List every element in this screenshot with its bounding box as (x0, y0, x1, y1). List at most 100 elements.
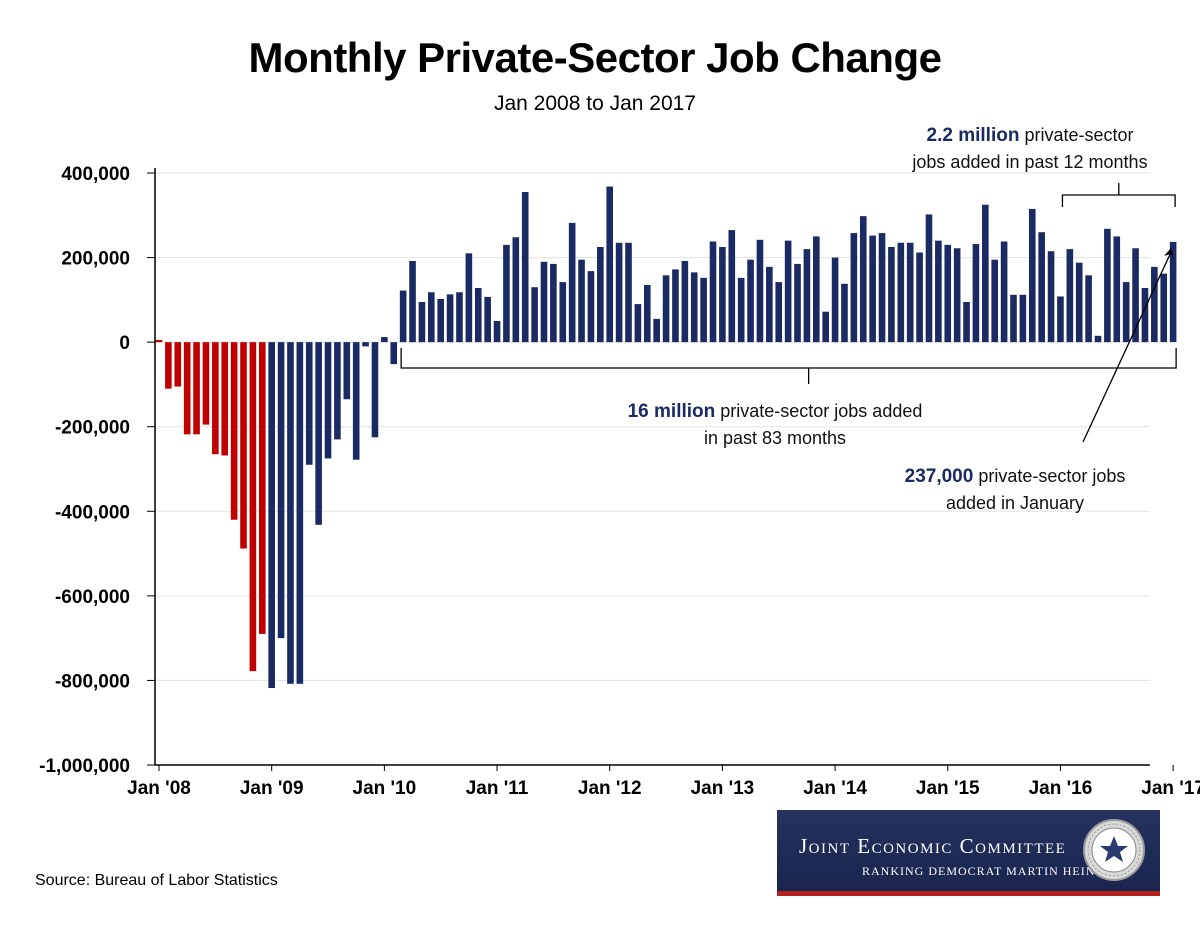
bar (1113, 236, 1121, 343)
bar (474, 288, 482, 343)
bar (756, 239, 764, 343)
source-note: Source: Bureau of Labor Statistics (35, 872, 278, 889)
bar (202, 342, 210, 425)
x-tick-label: Jan '17 (1141, 778, 1200, 799)
bar (390, 342, 398, 365)
annotation-12-months-bold: 2.2 million (926, 125, 1020, 146)
bar (869, 235, 876, 343)
axes: 400,000 200,000 0 -200,000 -400,000 -600,000 -… (39, 164, 1200, 799)
bar (165, 342, 172, 389)
bar (446, 294, 454, 343)
bar (212, 342, 219, 455)
bar (287, 342, 294, 684)
bar (643, 285, 651, 343)
arrowhead-january (1164, 247, 1175, 261)
bar (221, 342, 229, 456)
bar (531, 287, 538, 343)
bar (794, 263, 801, 343)
bar (343, 342, 351, 400)
annotation-january-bold: 237,000 (904, 466, 974, 487)
bar (277, 342, 285, 639)
bar (456, 292, 463, 343)
bracket-12-months (1061, 183, 1176, 207)
bar (775, 282, 783, 343)
x-tick-label: Jan '14 (803, 778, 867, 799)
bar (850, 233, 858, 343)
y-tick-label: -200,000 (55, 418, 130, 439)
bar (437, 299, 444, 343)
y-tick-label: -1,000,000 (39, 756, 130, 777)
y-tick-label: 0 (119, 333, 130, 354)
bar (737, 277, 745, 343)
bar (662, 275, 670, 343)
bar (240, 342, 247, 549)
annotation-brackets (400, 183, 1177, 443)
bracket-83-months (400, 348, 1177, 384)
bar (484, 296, 491, 343)
bar (1038, 232, 1045, 343)
bar (1010, 294, 1017, 343)
bar (268, 342, 275, 689)
annotation-83-months-bold: 16 million (627, 401, 716, 422)
bar (1132, 248, 1139, 343)
bar (963, 301, 970, 343)
x-tick-label: Jan '09 (240, 778, 304, 799)
bar (653, 318, 660, 343)
annotation-83-months-line1: private-sector jobs added (715, 401, 923, 421)
y-tick-label: -800,000 (55, 671, 130, 692)
arrow-january (1082, 251, 1172, 443)
bar (859, 216, 867, 343)
x-tick-label: Jan '16 (1029, 778, 1093, 799)
bar (813, 236, 820, 343)
bar (766, 266, 773, 343)
bar (822, 311, 829, 343)
bar (690, 272, 698, 343)
bar (709, 241, 717, 343)
annotation-12-months-line1: private-sector (1019, 125, 1134, 145)
x-tick-label: Jan '10 (353, 778, 417, 799)
bar (183, 342, 191, 435)
bar (719, 247, 726, 343)
chart-subtitle: Jan 2008 to Jan 2017 (493, 92, 696, 115)
bar (428, 292, 435, 343)
bar (1057, 296, 1064, 343)
bar (324, 342, 332, 459)
bar (953, 248, 961, 343)
x-tick-label: Jan '11 (466, 778, 529, 799)
bar (897, 242, 905, 343)
bar (315, 342, 322, 525)
bar (559, 282, 567, 343)
bar (831, 257, 839, 343)
bar (1094, 335, 1102, 343)
bar (1169, 241, 1177, 343)
bar (193, 342, 200, 435)
x-tick-label: Jan '12 (578, 778, 642, 799)
bar (991, 259, 999, 343)
bar (1122, 282, 1130, 343)
y-tick-label: 200,000 (61, 249, 130, 270)
bar (381, 337, 388, 343)
bar (258, 342, 266, 634)
bar (944, 244, 952, 343)
bar (521, 192, 529, 343)
y-tick-label: 400,000 (61, 164, 130, 185)
bar (1075, 262, 1083, 343)
bar (230, 342, 238, 520)
bar (615, 242, 623, 343)
bar (493, 321, 501, 343)
y-tick-label: -400,000 (55, 502, 130, 523)
bar (672, 269, 679, 343)
bar (888, 247, 895, 343)
bar (1085, 275, 1092, 343)
logo-title: Joint Economic Committee (799, 834, 1067, 858)
bar (155, 340, 163, 343)
bar (935, 240, 942, 343)
bar (784, 240, 792, 343)
bar (371, 342, 379, 438)
bar (1066, 249, 1074, 343)
bar (916, 252, 923, 343)
bar (972, 244, 980, 343)
x-tick-label: Jan '13 (691, 778, 755, 799)
bar (174, 342, 182, 387)
